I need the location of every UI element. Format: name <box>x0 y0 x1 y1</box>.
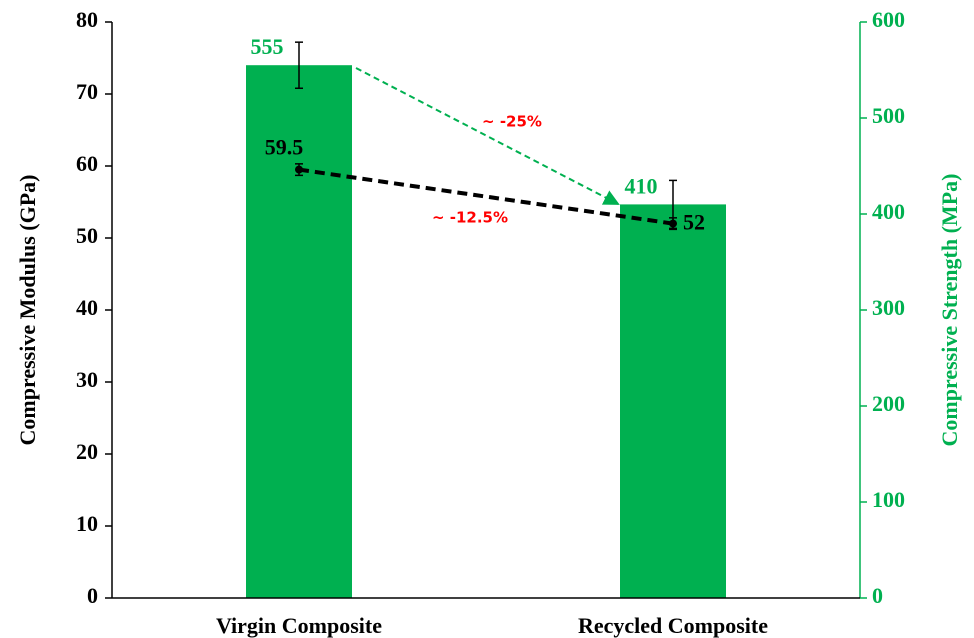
y2-tick-label: 500 <box>872 103 905 128</box>
y-tick-label: 0 <box>87 583 98 608</box>
y-tick-label: 30 <box>76 367 98 392</box>
y-tick-label: 50 <box>76 223 98 248</box>
x-tick-label: Virgin Composite <box>216 613 382 638</box>
y-axis-label: Compressive Modulus (GPa) <box>15 175 40 446</box>
x-tick-label: Recycled Composite <box>578 613 768 638</box>
y2-axis-label: Compressive Strength (MPa) <box>937 174 962 447</box>
y-tick-label: 80 <box>76 7 98 32</box>
line-marker <box>669 219 677 228</box>
y-tick-label: 70 <box>76 79 98 104</box>
y-tick-label: 20 <box>76 439 98 464</box>
trend-arrow <box>355 67 620 205</box>
annotation: ~ -25% <box>482 113 542 131</box>
bar <box>246 65 352 598</box>
y2-tick-label: 0 <box>872 583 883 608</box>
y2-tick-label: 100 <box>872 487 905 512</box>
y2-tick-label: 600 <box>872 7 905 32</box>
y-tick-label: 40 <box>76 295 98 320</box>
data-label: 555 <box>251 34 284 59</box>
bar <box>620 204 726 598</box>
y-tick-label: 60 <box>76 151 98 176</box>
data-label: 410 <box>625 173 658 198</box>
y2-tick-label: 200 <box>872 391 905 416</box>
y2-tick-label: 300 <box>872 295 905 320</box>
error-bar <box>295 41 303 89</box>
line-marker <box>295 165 303 174</box>
y-tick-label: 10 <box>76 511 98 536</box>
data-label: 59.5 <box>265 135 304 160</box>
annotation: ~ -12.5% <box>432 209 508 227</box>
data-label: 52 <box>683 210 705 235</box>
y2-tick-label: 400 <box>872 199 905 224</box>
